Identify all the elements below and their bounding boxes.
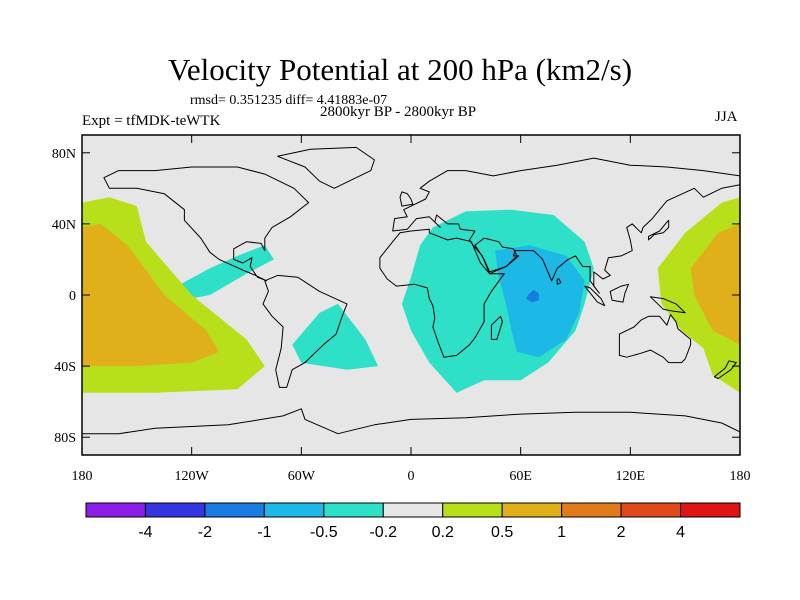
period-label: 2800kyr BP - 2800kyr BP: [320, 104, 477, 120]
coastline-australia: [618, 314, 692, 364]
colorbar: -4 -2 -1 -0.5 -0.2 0.2 0.5 1 2 4: [85, 502, 741, 541]
chart-title: Velocity Potential at 200 hPa (km2/s): [167, 52, 633, 87]
colorbar-swatch: [620, 502, 682, 518]
colorbar-label: -1: [257, 524, 271, 541]
coastlines: [82, 146, 740, 435]
coastline-greenland: [277, 146, 375, 189]
season-label: JJA: [715, 109, 738, 125]
colorbar-swatch: [263, 502, 325, 518]
colorbar-label: -2: [198, 524, 212, 541]
colorbar-swatch: [680, 502, 741, 518]
y-tick-label: 40N: [52, 218, 76, 233]
stats-text: rmsd= 0.351235 diff= 4.41883e-07: [190, 93, 388, 108]
coastline-new-zealand: [713, 360, 737, 380]
colorbar-swatch: [561, 502, 622, 518]
coastline-south-america: [262, 274, 348, 388]
coastline-antarctica: [82, 408, 740, 435]
coastline-japan: [648, 219, 670, 241]
contour-indian-ocean-minimum: [495, 245, 585, 358]
y-tick-label: 0: [69, 289, 76, 304]
x-tick-label: 60E: [509, 469, 532, 484]
colorbar-swatch: [382, 502, 444, 518]
coastline-india-sri-lanka: [556, 278, 562, 285]
experiment-label: Expt = tfMDK-teWTK: [82, 113, 221, 129]
contour-indian-ocean-core: [526, 289, 539, 303]
coastline-africa: [379, 228, 505, 358]
y-tick-label: 80S: [54, 431, 76, 446]
colorbar-label: -4: [138, 524, 152, 541]
x-tick-label: 180: [730, 469, 751, 484]
contour-south-atlantic-negative: [292, 303, 379, 370]
contour-regions: [82, 197, 740, 393]
colorbar-label: 0.2: [432, 524, 454, 541]
coastline-uk: [399, 191, 414, 207]
x-tick-label: 120W: [175, 469, 210, 484]
x-tick-label: 0: [408, 469, 415, 484]
coastline-madagascar: [490, 315, 503, 340]
colorbar-swatch: [323, 502, 384, 518]
colorbar-swatch: [501, 502, 563, 518]
colorbar-label: 4: [676, 524, 685, 541]
y-tick-label: 80N: [52, 147, 76, 162]
coastline-borneo: [609, 283, 629, 303]
x-tick-label: 180: [72, 469, 93, 484]
colorbar-swatch: [85, 502, 146, 518]
colorbar-label: -0.5: [310, 524, 338, 541]
x-tick-label: 120E: [616, 469, 646, 484]
coastline-north-america: [103, 166, 310, 282]
coastline-eurasia: [392, 157, 740, 294]
coastline-sumatra: [584, 285, 606, 307]
colorbar-label: 0.5: [491, 524, 513, 541]
colorbar-swatch: [144, 502, 206, 518]
y-tick-label: 40S: [54, 360, 76, 375]
colorbar-label: 1: [557, 524, 566, 541]
colorbar-swatch: [442, 502, 503, 518]
axis-ticks: 180 120W 60W 0 60E 120E 180 80N 40N 0 40S 80S: [52, 135, 751, 484]
colorbar-swatch: [204, 502, 265, 518]
contour-east-pacific-positive-inner: [82, 223, 220, 367]
x-tick-label: 60W: [288, 469, 316, 484]
coastline-arabia: [474, 237, 518, 273]
colorbar-label: 2: [617, 524, 626, 541]
contour-west-pacific-positive-inner: [690, 223, 740, 345]
colorbar-label: -0.2: [369, 524, 397, 541]
coastline-new-guinea: [649, 296, 686, 314]
